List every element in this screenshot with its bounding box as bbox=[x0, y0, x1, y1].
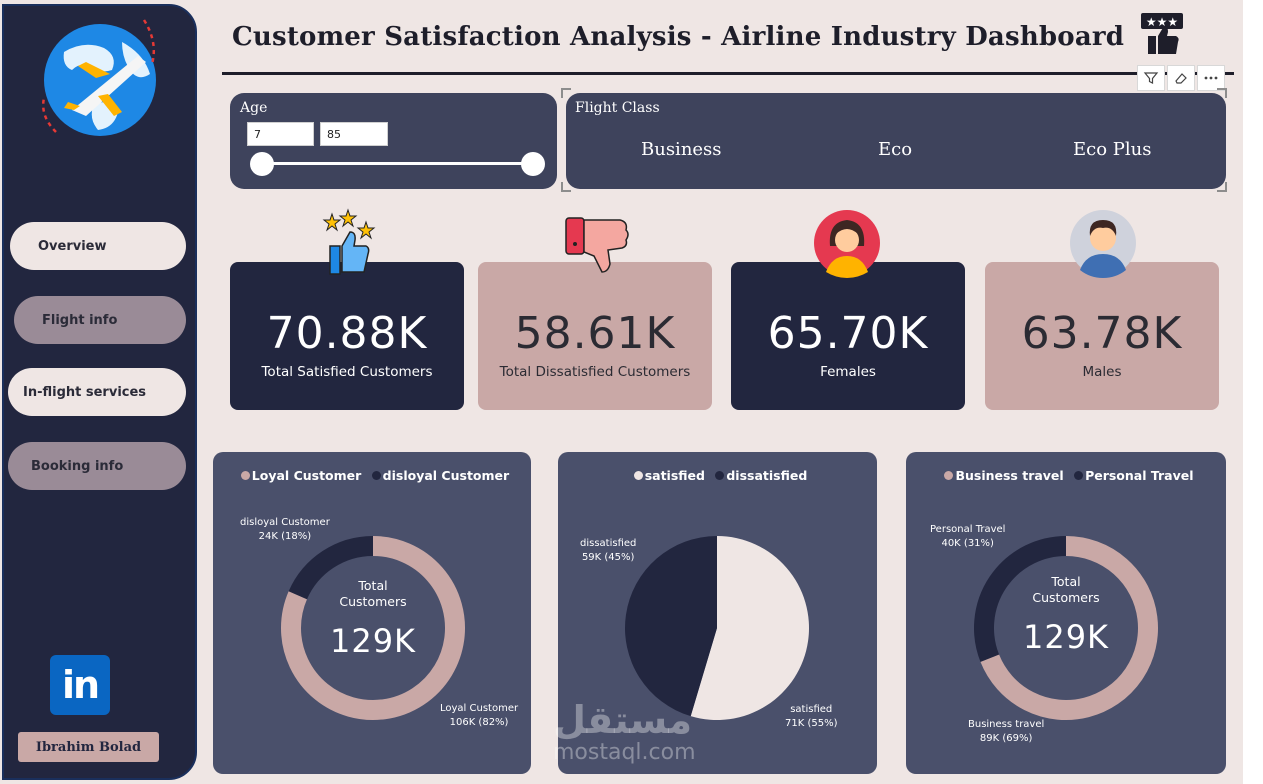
donut-center-value: 129K bbox=[1022, 618, 1110, 656]
svg-text:★★★: ★★★ bbox=[1146, 15, 1178, 29]
kpi-satisfied-card: 70.88K Total Satisfied Customers bbox=[230, 262, 464, 410]
eraser-icon[interactable] bbox=[1167, 65, 1195, 91]
satisfaction-pie-card: satisfied dissatisfied dissatisfied 59K … bbox=[558, 452, 877, 774]
thumbs-up-stars-icon bbox=[322, 208, 376, 275]
kpi-label: Total Satisfied Customers bbox=[261, 364, 433, 380]
chart-legend: Loyal Customer disloyal Customer bbox=[213, 468, 531, 483]
donut-slice-business-travel[interactable] bbox=[980, 536, 1158, 720]
slice-label: disloyal Customer 24K (18%) bbox=[240, 517, 330, 542]
kpi-label: Females bbox=[820, 364, 876, 380]
nav-flight-info-button[interactable]: Flight info bbox=[14, 296, 186, 344]
pie-slice-satisfied[interactable] bbox=[690, 536, 809, 720]
page-title: Customer Satisfaction Analysis - Airline… bbox=[232, 22, 1125, 52]
male-avatar-icon bbox=[1070, 210, 1136, 278]
visual-toolbar bbox=[1137, 65, 1225, 91]
legend-dot bbox=[240, 471, 250, 480]
thumbs-down-icon bbox=[565, 217, 629, 273]
selection-handle[interactable] bbox=[1217, 88, 1227, 98]
more-options-icon[interactable] bbox=[1197, 65, 1225, 91]
age-slicer-label: Age bbox=[240, 100, 268, 116]
kpi-label: Total Dissatisfied Customers bbox=[499, 364, 691, 380]
kpi-dissatisfied-card: 58.61K Total Dissatisfied Customers bbox=[478, 262, 712, 410]
flight-class-label: Flight Class bbox=[575, 100, 660, 116]
female-avatar-icon bbox=[814, 210, 880, 278]
slice-label: Business travel 89K (69%) bbox=[968, 719, 1045, 744]
kpi-value: 63.78K bbox=[1021, 308, 1183, 359]
kpi-label: Males bbox=[1082, 364, 1122, 380]
age-min-input[interactable] bbox=[247, 122, 314, 146]
legend-item: disloyal Customer bbox=[382, 468, 510, 483]
donut-center-value: 129K bbox=[329, 622, 417, 660]
nav-overview-button[interactable]: Overview bbox=[10, 222, 186, 270]
chart-legend: satisfied dissatisfied bbox=[558, 468, 877, 483]
watermark-latin: mostaql.com bbox=[553, 740, 696, 765]
kpi-females-card: 65.70K Females bbox=[731, 262, 965, 410]
selection-handle[interactable] bbox=[561, 182, 571, 192]
donut-slice-loyal-customer[interactable] bbox=[281, 536, 465, 720]
nav-booking-info-button[interactable]: Booking info bbox=[8, 442, 186, 490]
donut-center-label: Total Customers 129K bbox=[313, 578, 433, 660]
rating-thumbs-up-icon: ★★★ bbox=[1141, 13, 1183, 54]
donut-slice-disloyal-customer[interactable] bbox=[288, 536, 374, 600]
watermark-arabic: مستقل bbox=[553, 698, 692, 742]
satisfaction-pie-chart[interactable] bbox=[558, 452, 877, 774]
travel-type-donut-card: Business travel Personal Travel Personal… bbox=[906, 452, 1226, 774]
chart-legend: Business travel Personal Travel bbox=[906, 468, 1226, 483]
legend-item: Business travel bbox=[955, 468, 1064, 483]
donut-center-label: Total Customers 129K bbox=[1006, 574, 1126, 656]
author-name: Ibrahim Bolad bbox=[18, 732, 159, 762]
donut-slice-personal-travel[interactable] bbox=[974, 536, 1067, 662]
legend-item: satisfied bbox=[644, 468, 705, 483]
legend-dot bbox=[633, 471, 643, 480]
legend-item: dissatisfied bbox=[726, 468, 808, 483]
legend-dot bbox=[371, 471, 381, 480]
flight-class-eco-plus-option[interactable]: Eco Plus bbox=[1073, 139, 1152, 160]
globe-airplane-icon bbox=[42, 19, 156, 136]
selection-handle[interactable] bbox=[1217, 182, 1227, 192]
kpi-value: 70.88K bbox=[266, 308, 428, 359]
kpi-value: 58.61K bbox=[514, 308, 676, 359]
age-slider-max-handle[interactable] bbox=[521, 152, 545, 176]
age-slider-min-handle[interactable] bbox=[250, 152, 274, 176]
travel-type-donut-chart[interactable] bbox=[906, 452, 1226, 774]
age-slider-track[interactable] bbox=[262, 162, 534, 165]
flight-class-slicer: Flight Class Business Eco Eco Plus bbox=[566, 93, 1226, 189]
age-slicer: Age bbox=[230, 93, 557, 189]
canvas-edge bbox=[1243, 0, 1263, 784]
selection-handle[interactable] bbox=[561, 88, 571, 98]
flight-class-business-option[interactable]: Business bbox=[641, 139, 722, 160]
slice-label: Personal Travel 40K (31%) bbox=[930, 524, 1006, 549]
legend-item: Loyal Customer bbox=[251, 468, 362, 483]
legend-dot bbox=[1074, 471, 1084, 480]
legend-dot bbox=[944, 471, 954, 480]
flight-class-eco-option[interactable]: Eco bbox=[878, 139, 913, 160]
kpi-males-card: 63.78K Males bbox=[985, 262, 1219, 410]
filter-icon[interactable] bbox=[1137, 65, 1165, 91]
loyalty-donut-card: Loyal Customer disloyal Customer disloya… bbox=[213, 452, 531, 774]
legend-item: Personal Travel bbox=[1085, 468, 1194, 483]
age-max-input[interactable] bbox=[320, 122, 388, 146]
title-divider bbox=[222, 72, 1234, 75]
loyalty-donut-chart[interactable] bbox=[213, 452, 531, 774]
slice-label: Loyal Customer 106K (82%) bbox=[440, 703, 519, 728]
pie-slice-dissatisfied[interactable] bbox=[625, 536, 717, 717]
watermark: مستقل mostaql.com bbox=[553, 700, 696, 766]
kpi-value: 65.70K bbox=[767, 308, 929, 359]
linkedin-icon[interactable]: in bbox=[50, 655, 110, 715]
slice-label: satisfied 71K (55%) bbox=[785, 704, 838, 729]
legend-dot bbox=[715, 471, 725, 480]
slice-label: dissatisfied 59K (45%) bbox=[580, 538, 637, 563]
nav-in-flight-services-button[interactable]: In-flight services bbox=[8, 368, 186, 416]
